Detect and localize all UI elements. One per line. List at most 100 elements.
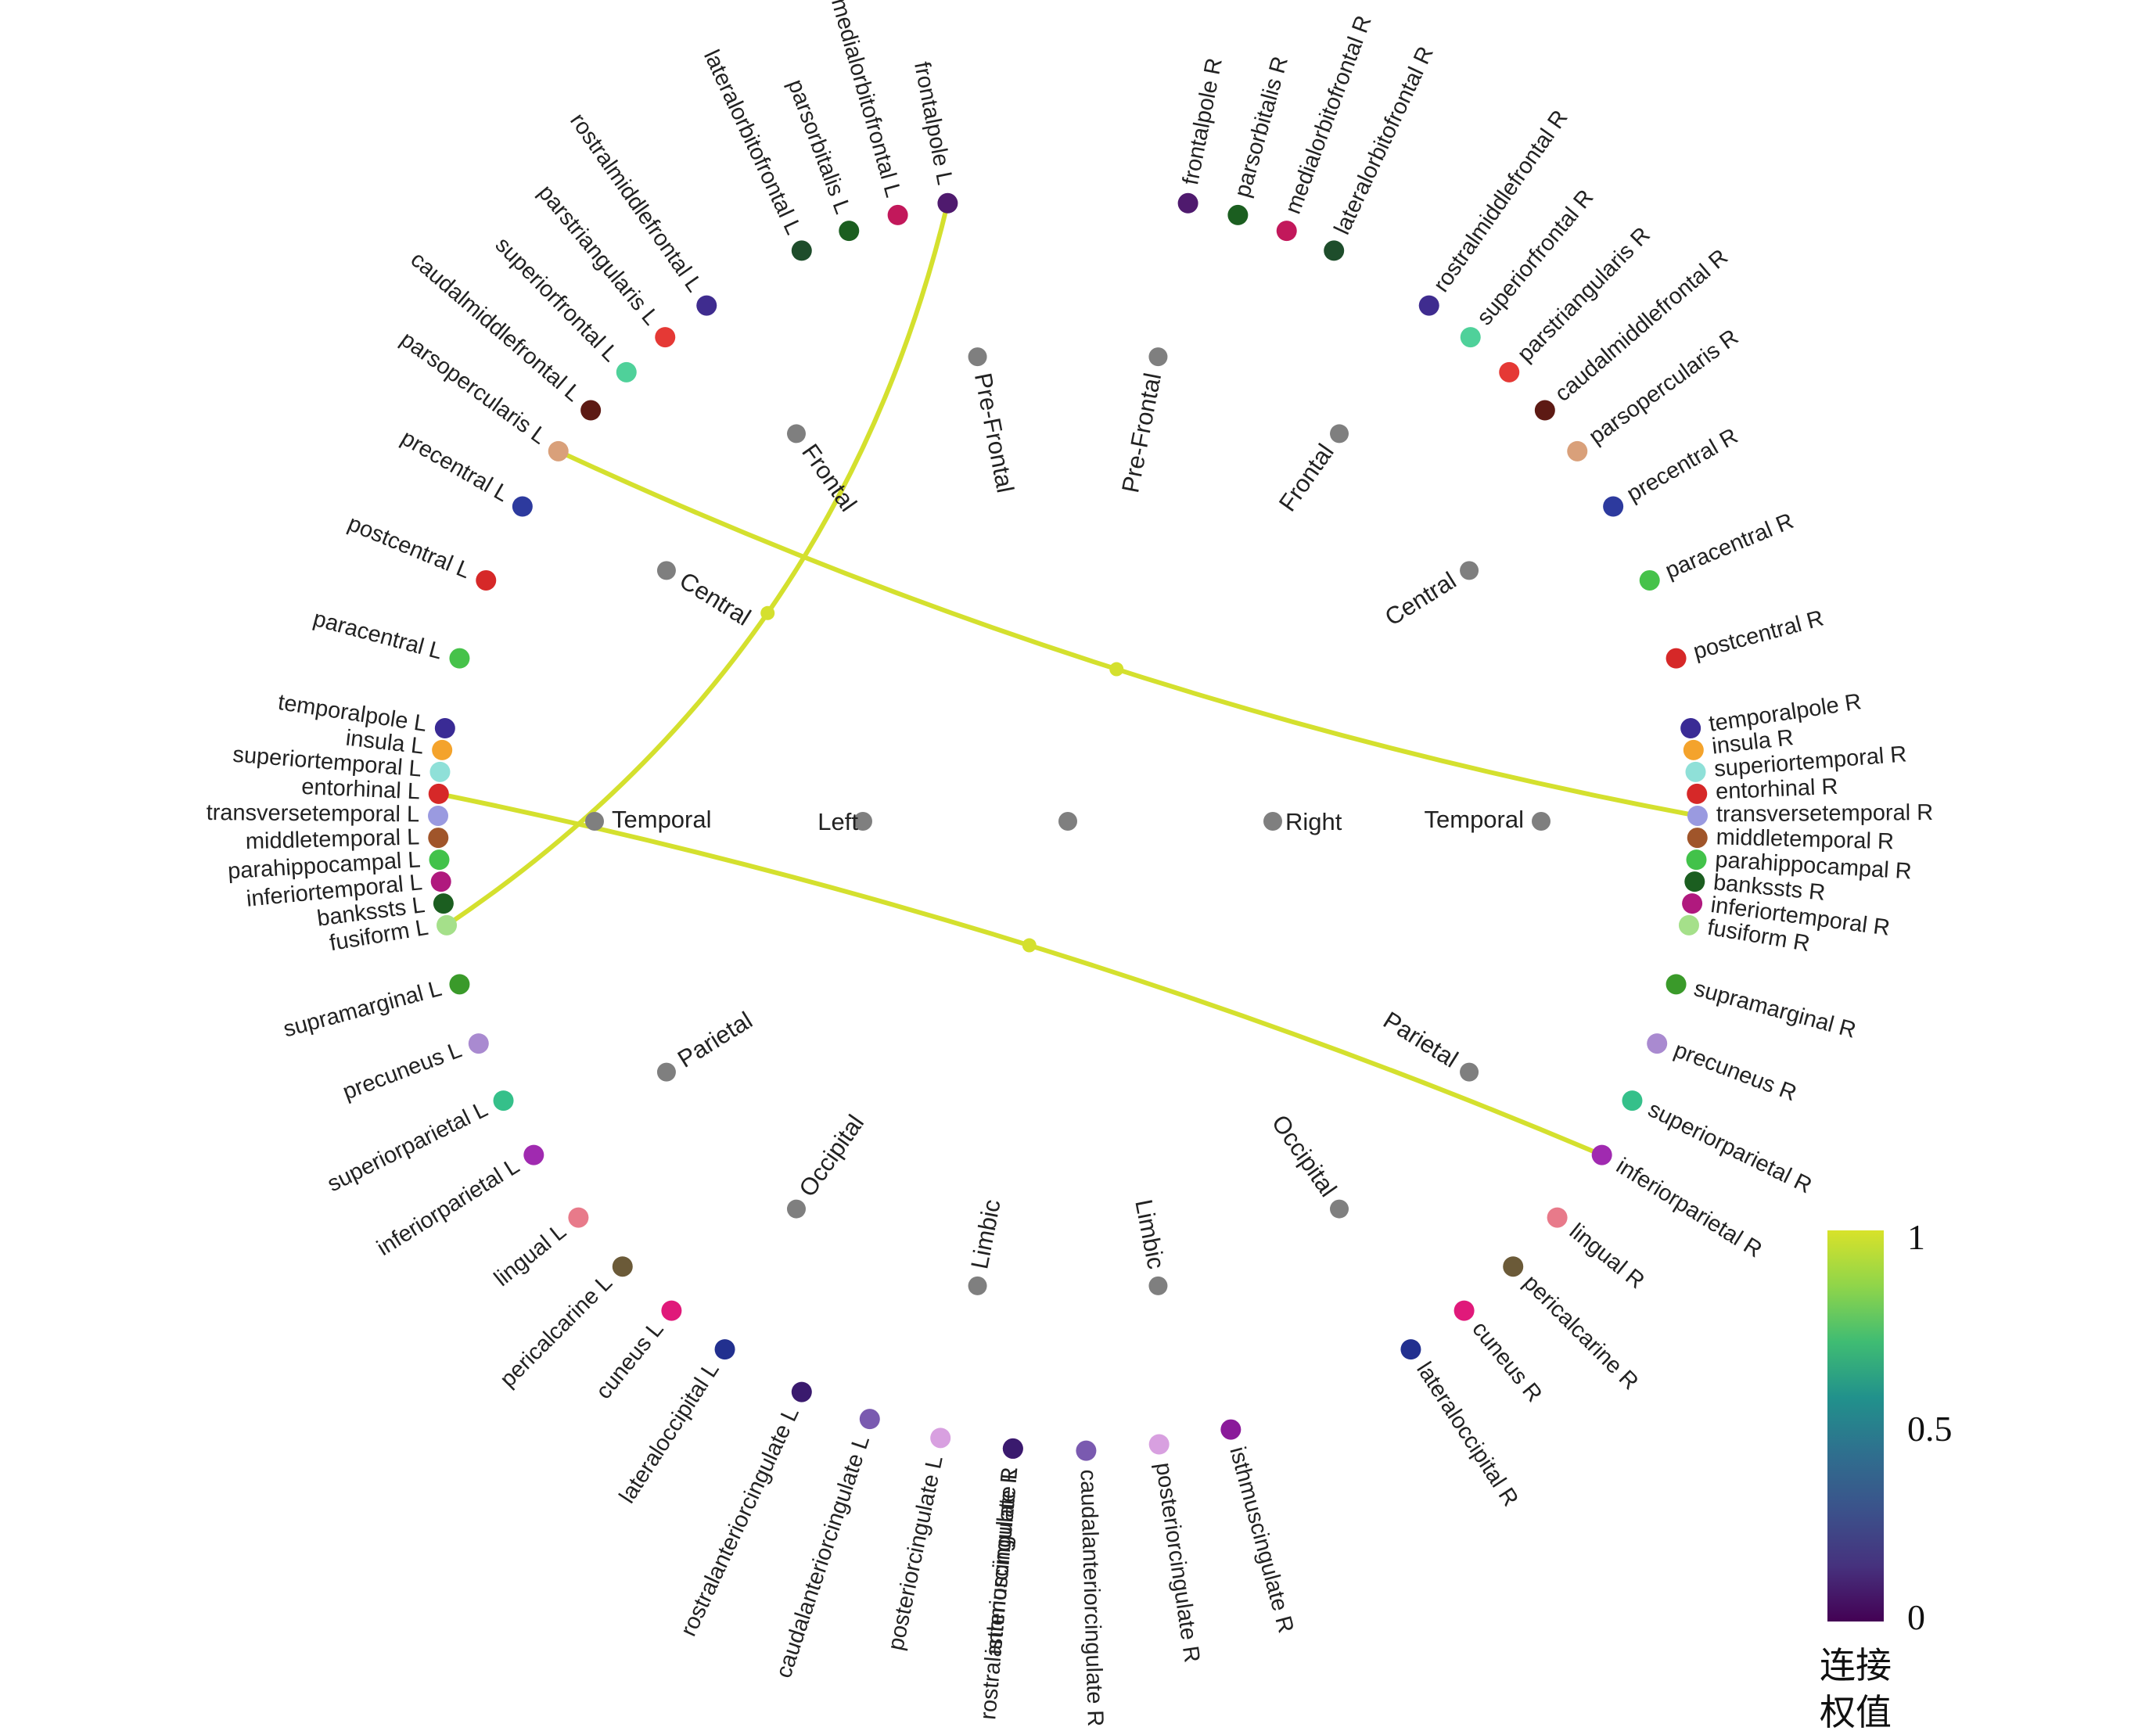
region-postcentral-l-dot: [476, 569, 497, 591]
region-rostralmiddlefrontal-r-label: rostralmiddlefrontal R: [1428, 106, 1572, 296]
region-caudalanteriorcingulate-r-dot: [1076, 1440, 1097, 1461]
connection-entorhinal-l-to-inferiorparietal-r: [436, 791, 1604, 1158]
region-caudalanteriorcingulate-r-label: caudalanteriorcingulate R: [1075, 1469, 1108, 1727]
region-superiorparietal-l-dot: [493, 1090, 514, 1112]
right-hemisphere-label: Right: [1285, 808, 1342, 835]
region-isthmuscingulate-r-dot: [1220, 1419, 1241, 1440]
region-parsorbitalis-r-dot: [1227, 204, 1249, 225]
region-insula-r-dot: [1683, 739, 1704, 760]
region-bankssts-l-dot: [433, 893, 454, 914]
region-parsopercularis-r-dot: [1567, 440, 1588, 461]
region-parsorbitalis-l-label: parsorbitalis L: [782, 76, 855, 217]
colorbar-tick-min: 0: [1907, 1597, 1925, 1637]
region-rostralanteriorcingulate-l-dot: [791, 1381, 812, 1402]
region-frontalpole-l-label: frontalpole L: [909, 59, 958, 187]
region-precentral-l-dot: [512, 496, 533, 517]
region-rostralmiddlefrontal-l-label: rostralmiddlefrontal L: [565, 109, 707, 296]
region-precentral-l-label: precentral L: [397, 426, 513, 507]
region-superiorfrontal-r-dot: [1460, 327, 1481, 348]
region-middletemporal-r-label: middletemporal R: [1716, 824, 1894, 854]
left-group-occipital-node: [786, 1199, 806, 1219]
region-frontalpole-r-dot: [1177, 192, 1198, 214]
region-entorhinal-r-label: entorhinal R: [1715, 774, 1838, 805]
left-group-central-node: [656, 561, 676, 580]
region-superiorfrontal-l-dot: [616, 361, 637, 382]
root-node: [1058, 812, 1077, 831]
region-temporalpole-r-dot: [1680, 718, 1701, 739]
region-rostralanteriorcingulate-l-label: rostralanteriorcingulate L: [676, 1403, 804, 1640]
region-fusiform-l-dot: [437, 914, 458, 936]
region-parsorbitalis-r-label: parsorbitalis R: [1230, 54, 1293, 200]
left-group-limbic-label: Limbic: [965, 1198, 1005, 1272]
region-inferiorparietal-r-label: inferiorparietal R: [1612, 1154, 1766, 1263]
region-lingual-l-label: lingual L: [490, 1219, 571, 1291]
region-bankssts-r-dot: [1684, 871, 1705, 892]
region-caudalanteriorcingulate-l-label: caudalanteriorcingulate L: [771, 1432, 875, 1681]
region-transversetemporal-l-label: transversetemporal L: [207, 800, 420, 827]
region-parstriangularis-r-dot: [1499, 361, 1520, 382]
region-lingual-r-dot: [1547, 1207, 1568, 1228]
colorbar-tick-mid: 0.5: [1907, 1409, 1953, 1449]
region-paracentral-r-dot: [1639, 569, 1660, 591]
region-parsorbitalis-l-dot: [839, 221, 860, 242]
region-insula-l-dot: [432, 739, 453, 760]
region-middletemporal-r-dot: [1687, 828, 1708, 849]
region-caudalmiddlefrontal-r-dot: [1534, 400, 1555, 421]
region-inferiortemporal-r-dot: [1682, 893, 1703, 914]
region-posteriorcingulate-r-label: posteriorcingulate R: [1151, 1461, 1205, 1665]
region-precuneus-l-label: precuneus L: [340, 1037, 465, 1104]
region-supramarginal-l-label: supramarginal L: [281, 976, 444, 1043]
region-lingual-l-dot: [568, 1207, 589, 1228]
colorbar-gradient: [1827, 1230, 1884, 1621]
region-entorhinal-l-dot: [428, 783, 449, 804]
region-temporalpole-l-dot: [434, 718, 455, 739]
region-parstriangularis-l-dot: [655, 327, 676, 348]
left-hemisphere-label: Left: [817, 808, 858, 835]
region-rostralanteriorcingulate-r-dot: [1002, 1438, 1023, 1459]
left-group-frontal-node: [786, 424, 806, 444]
region-paracentral-l-label: paracentral L: [311, 606, 445, 665]
region-lateraloccipital-r-dot: [1400, 1339, 1421, 1360]
region-medialorbitofrontal-r-dot: [1276, 221, 1297, 242]
region-lateraloccipital-l-label: lateraloccipital L: [615, 1358, 724, 1508]
region-parahippocampal-r-dot: [1686, 849, 1707, 871]
left-group-temporal-node: [585, 812, 604, 831]
region-caudalmiddlefrontal-l-label: caudalmiddlefrontal L: [406, 247, 586, 407]
right-hemisphere-node: [1263, 812, 1282, 831]
region-lateralorbitofrontal-r-dot: [1324, 240, 1345, 261]
right-group-occipital-label: Occipital: [1267, 1110, 1342, 1201]
region-entorhinal-r-dot: [1687, 783, 1708, 804]
region-medialorbitofrontal-l-dot: [887, 204, 908, 225]
region-fusiform-r-dot: [1678, 914, 1699, 936]
region-pericalcarine-l-label: pericalcarine L: [495, 1270, 617, 1392]
left-group-temporal-label: Temporal: [612, 806, 712, 833]
region-inferiortemporal-l-dot: [430, 871, 451, 892]
region-entorhinal-l-label: entorhinal L: [301, 774, 421, 805]
connection-layer: [436, 200, 1700, 1158]
region-lateraloccipital-l-dot: [714, 1339, 735, 1360]
region-transversetemporal-l-dot: [428, 805, 449, 826]
region-pericalcarine-r-dot: [1503, 1256, 1524, 1277]
region-inferiorparietal-l-label: inferiorparietal L: [372, 1154, 523, 1261]
region-cuneus-l-label: cuneus L: [591, 1316, 669, 1404]
right-group-limbic-label: Limbic: [1130, 1198, 1170, 1272]
region-inferiorparietal-l-dot: [523, 1144, 544, 1165]
region-caudalanteriorcingulate-l-dot: [859, 1409, 880, 1430]
region-middletemporal-l-label: middletemporal L: [245, 824, 419, 854]
left-group-pre-frontal-node: [968, 347, 987, 367]
region-superiortemporal-r-dot: [1685, 761, 1706, 782]
right-group-frontal-label: Frontal: [1274, 439, 1339, 516]
region-rostralmiddlefrontal-r-dot: [1418, 295, 1439, 316]
right-group-parietal-label: Parietal: [1378, 1006, 1463, 1072]
colorbar: 1 0.5 0 连接 权值: [1820, 1217, 1953, 1731]
region-posteriorcingulate-l-label: posteriorcingulate L: [883, 1453, 948, 1652]
region-transversetemporal-r-dot: [1687, 805, 1708, 826]
region-superiorparietal-r-dot: [1622, 1090, 1643, 1112]
connection-marker-3: [1022, 938, 1037, 953]
left-group-occipital-label: Occipital: [793, 1110, 869, 1201]
region-precentral-r-label: precentral R: [1622, 423, 1742, 507]
region-paracentral-r-label: paracentral R: [1662, 508, 1797, 584]
region-cuneus-r-dot: [1454, 1300, 1475, 1321]
